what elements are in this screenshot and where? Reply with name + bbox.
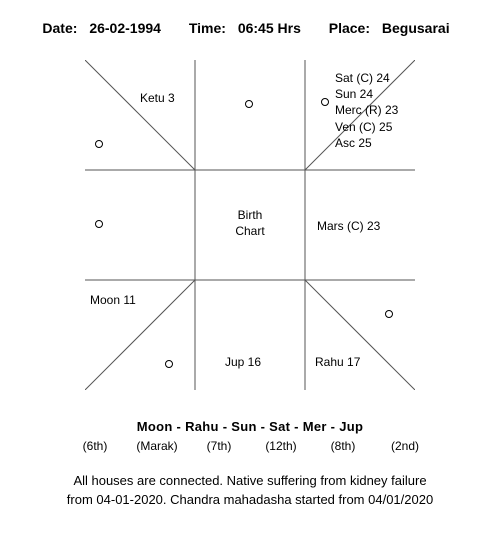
planet-sequence: Moon - Rahu - Sun - Sat - Mer - Jup (6th… (0, 418, 500, 455)
house-h1-text: Sat (C) 24Sun 24Merc (R) 23Ven (C) 25Asc… (335, 70, 398, 151)
footnote: All houses are connected. Native sufferi… (0, 472, 500, 510)
house-h7-marker (165, 360, 173, 368)
house-h5-marker (95, 220, 103, 228)
house-h10-marker (385, 310, 393, 318)
house-h9-text: Rahu 17 (315, 354, 360, 370)
house-h6-text: Moon 11 (90, 292, 136, 308)
house-h2-marker (245, 100, 253, 108)
date-label: Date: 26-02-1994 (42, 20, 169, 36)
house-h8-text: Jup 16 (225, 354, 261, 370)
house-h1-marker (321, 98, 329, 106)
chart-center-label: BirthChart (225, 208, 275, 239)
place-label: Place: Begusarai (329, 20, 458, 36)
house-h4-marker (95, 140, 103, 148)
house-h3-text: Ketu 3 (140, 90, 175, 106)
sequence-tags: (6th)(Marak)(7th)(12th)(8th)(2nd) (0, 438, 500, 455)
sequence-names: Moon - Rahu - Sun - Sat - Mer - Jup (0, 418, 500, 436)
birth-chart: BirthChart Sat (C) 24Sun 24Merc (R) 23Ve… (85, 60, 415, 390)
house-h11-text: Mars (C) 23 (317, 218, 380, 234)
header: Date: 26-02-1994 Time: 06:45 Hrs Place: … (0, 20, 500, 36)
time-label: Time: 06:45 Hrs (189, 20, 309, 36)
